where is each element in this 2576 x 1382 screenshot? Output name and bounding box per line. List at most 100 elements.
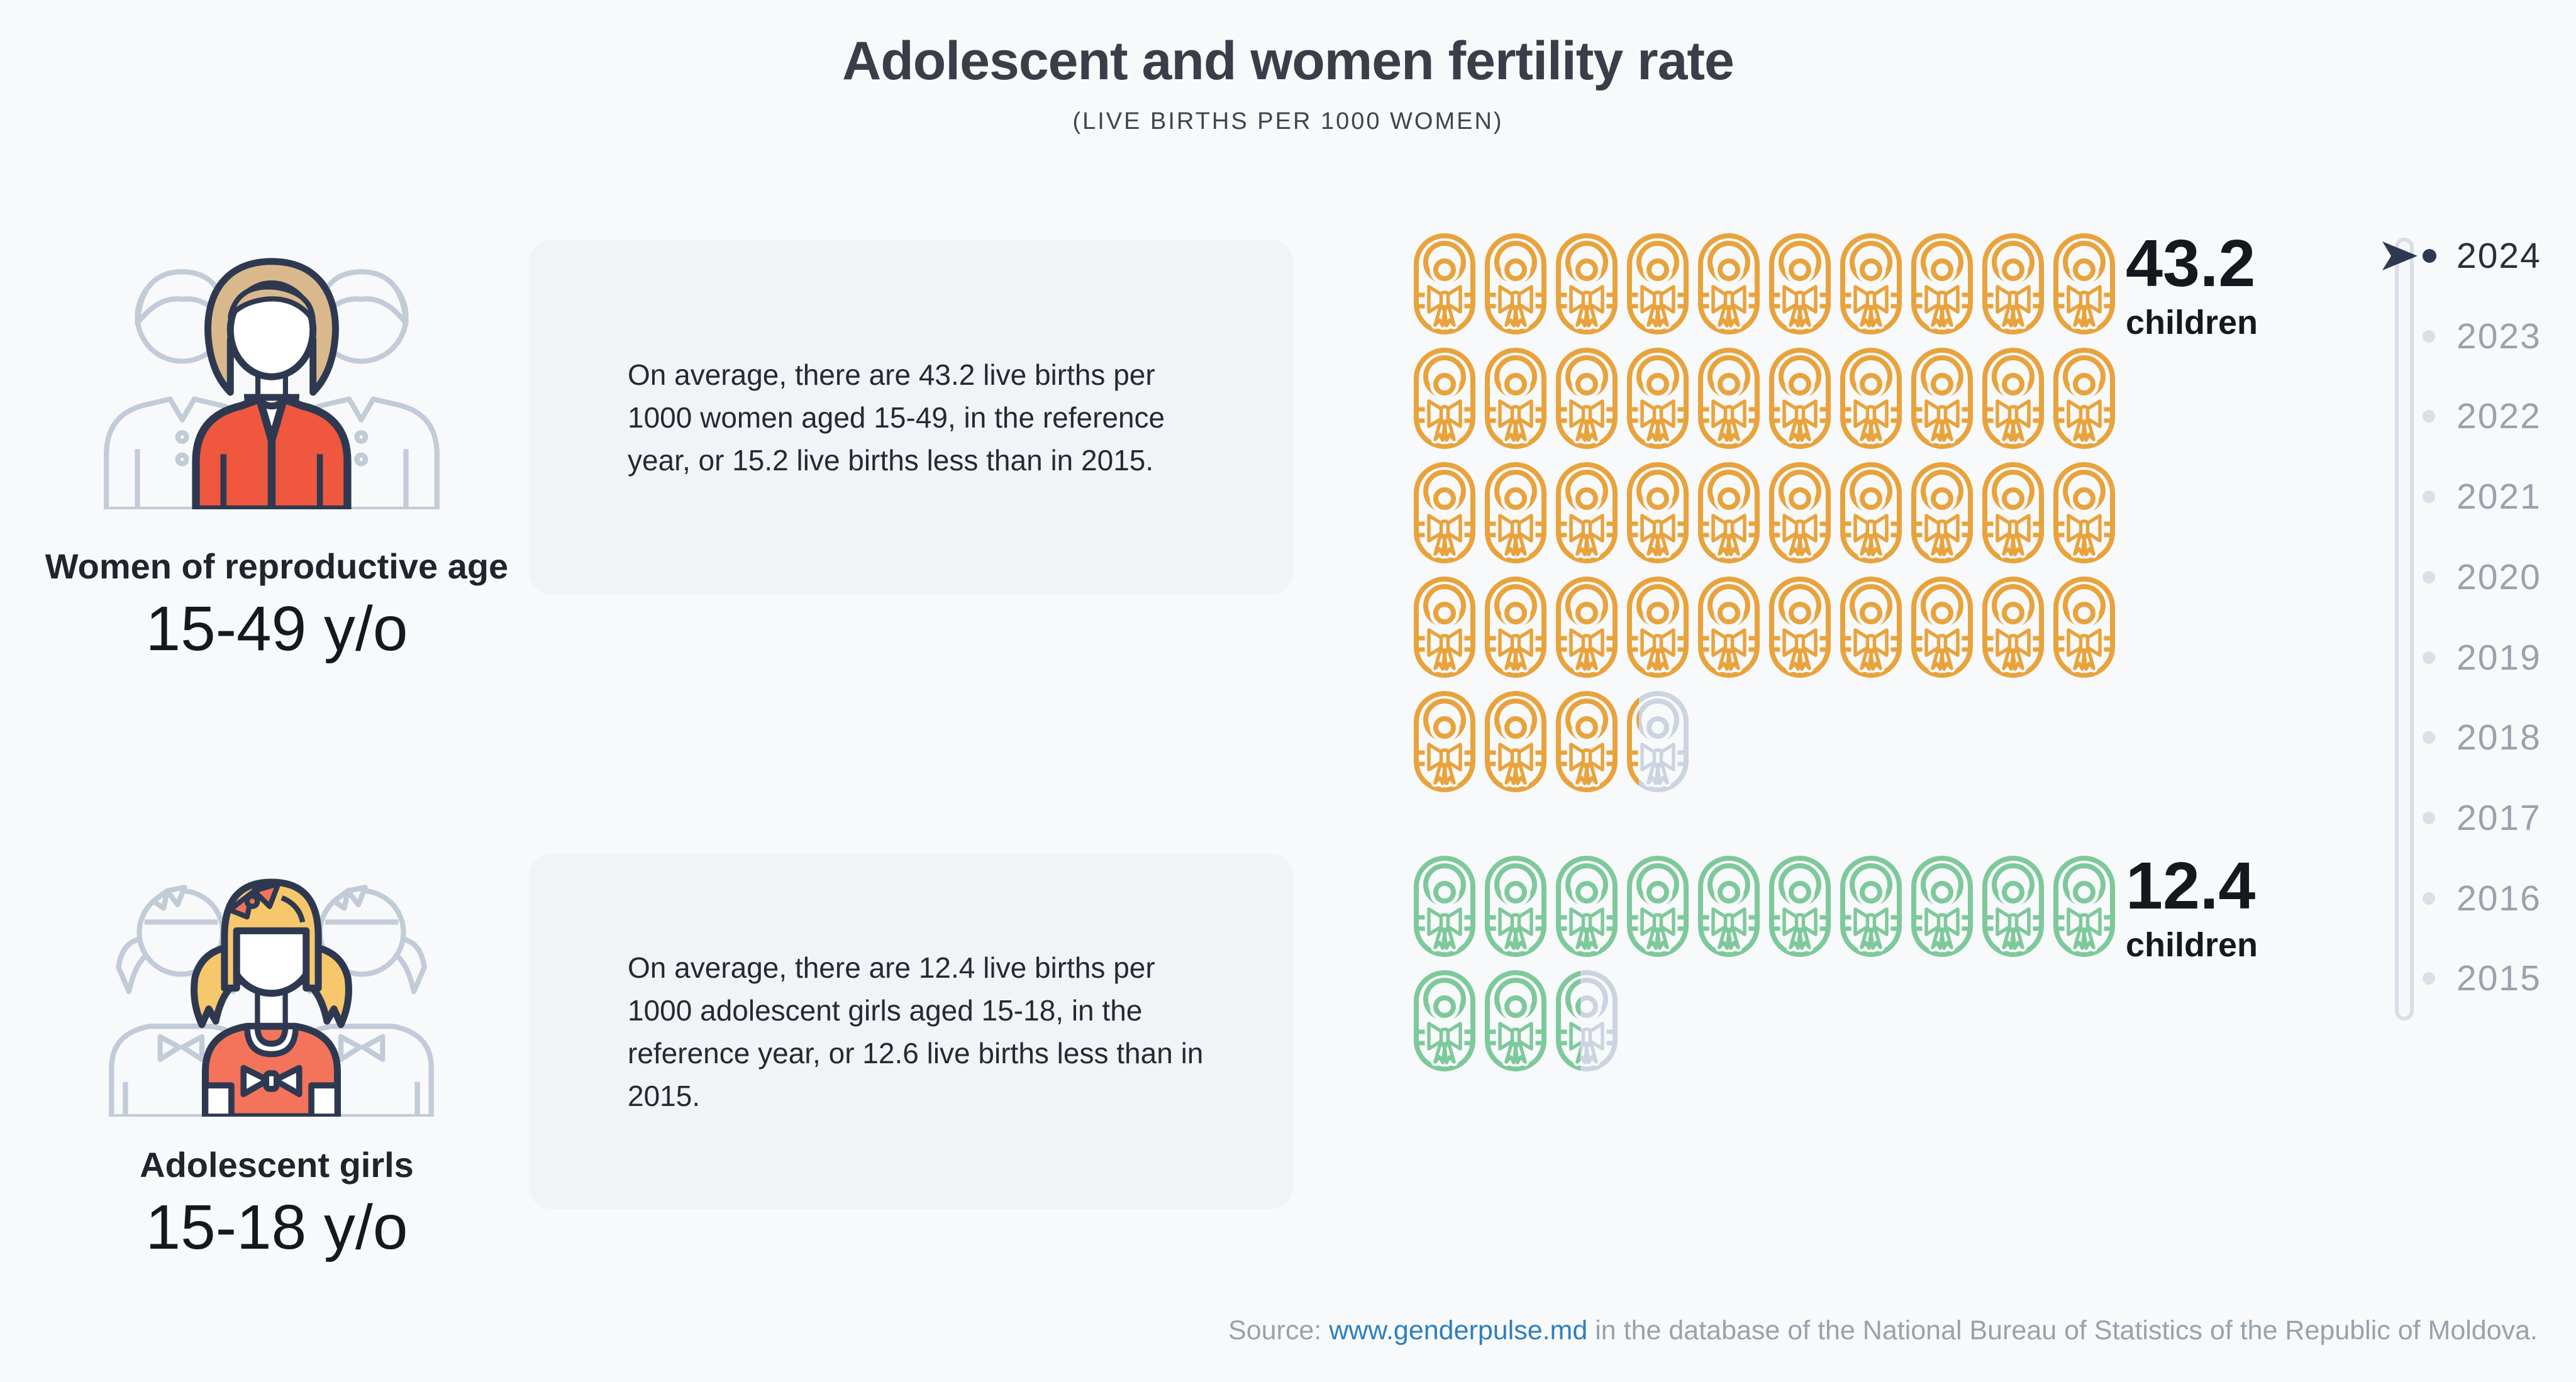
swaddled-baby-icon [1484,462,1547,564]
timeline-year-row[interactable]: 2020 [2377,556,2576,597]
year-timeline: 2024 2023 2022 2021 2020 2019 2018 2017 2016 2015 [2377,220,2576,1050]
swaddled-baby-icon [1982,855,2045,958]
timeline-year-label[interactable]: 2023 [2457,316,2541,357]
swaddled-baby-icon [1555,855,1618,958]
swaddled-baby-icon [1840,233,1902,335]
swaddled-baby-icon [1911,855,1974,958]
swaddled-baby-icon [1413,347,1476,450]
timeline-year-label[interactable]: 2017 [2457,797,2541,838]
swaddled-baby-icon [1768,576,1831,678]
page-title: Adolescent and women fertility rate [842,31,1735,91]
girls-caption: Adolescent girls 15-18 y/o [38,1144,516,1264]
partial-baby-icon [1626,690,1689,793]
girls-group-label: Adolescent girls [140,1145,414,1185]
swaddled-baby-icon [1413,855,1476,958]
partial-baby-icon [1555,970,1618,1072]
swaddled-baby-icon [1697,233,1760,335]
timeline-year-dot[interactable] [2423,892,2435,905]
swaddled-baby-icon [1626,576,1689,678]
swaddled-baby-icon [2053,347,2116,450]
girls-value-unit: children [2126,926,2258,965]
timeline-year-dot[interactable] [2423,249,2436,263]
swaddled-baby-icon [1484,855,1547,958]
timeline-year-label[interactable]: 2016 [2457,878,2541,919]
women-description-card: On average, there are 43.2 live births p… [529,240,1293,595]
timeline-year-row[interactable]: 2024 [2377,236,2576,276]
timeline-year-row[interactable]: 2023 [2377,316,2576,357]
swaddled-baby-icon [1413,690,1476,793]
women-group-icon [104,258,440,509]
timeline-year-dot[interactable] [2423,329,2435,343]
women-age-range: 15-49 y/o [145,594,408,664]
girls-value-number: 12.4 [2126,849,2256,923]
women-description-text: On average, there are 43.2 live births p… [628,358,1165,477]
timeline-year-label[interactable]: 2021 [2457,477,2541,517]
source-line: Source: www.genderpulse.md in the databa… [1228,1315,2538,1346]
swaddled-baby-icon [2053,233,2116,335]
swaddled-baby-icon [1626,233,1689,335]
swaddled-baby-icon [1626,462,1689,564]
swaddled-baby-icon [1697,462,1760,564]
girls-pictogram-grid [1413,855,2155,1072]
swaddled-baby-icon [1840,855,1902,958]
timeline-year-label[interactable]: 2018 [2457,717,2541,758]
swaddled-baby-icon [1911,233,1974,335]
swaddled-baby-icon [2053,855,2116,958]
women-value-unit: children [2126,304,2258,342]
swaddled-baby-icon [1840,347,1902,450]
timeline-year-row[interactable]: 2015 [2377,958,2576,999]
timeline-year-dot[interactable] [2423,811,2435,824]
swaddled-baby-icon [1697,855,1760,958]
swaddled-baby-icon [1697,576,1760,678]
timeline-year-dot[interactable] [2423,410,2435,423]
timeline-year-label[interactable]: 2019 [2457,637,2541,678]
women-caption: Women of reproductive age 15-49 y/o [38,546,516,665]
girls-age-range: 15-18 y/o [145,1192,408,1263]
swaddled-baby-icon [1768,233,1831,335]
swaddled-baby-icon [1911,576,1974,678]
swaddled-baby-icon [1555,462,1618,564]
timeline-year-dot[interactable] [2423,731,2435,744]
women-value-block: 43.2 children [2126,228,2258,342]
source-link[interactable]: www.genderpulse.md [1329,1315,1588,1346]
swaddled-baby-icon [1768,462,1831,564]
swaddled-baby-icon [1768,855,1831,958]
timeline-year-label[interactable]: 2022 [2457,396,2541,437]
swaddled-baby-icon [1484,347,1547,450]
swaddled-baby-icon [1982,462,2045,564]
timeline-year-dot[interactable] [2423,972,2435,985]
swaddled-baby-icon [1484,690,1547,793]
timeline-year-row[interactable]: 2018 [2377,717,2576,758]
timeline-year-row[interactable]: 2016 [2377,878,2576,919]
swaddled-baby-icon [1484,233,1547,335]
swaddled-baby-icon [1413,576,1476,678]
timeline-arrow-icon[interactable] [2381,240,2419,272]
swaddled-baby-icon [1555,233,1618,335]
timeline-year-label[interactable]: 2020 [2457,556,2541,597]
timeline-year-dot[interactable] [2423,651,2435,664]
timeline-year-row[interactable]: 2022 [2377,396,2576,437]
swaddled-baby-icon [1484,576,1547,678]
timeline-year-label[interactable]: 2024 [2457,236,2541,276]
swaddled-baby-icon [1555,690,1618,793]
source-prefix: Source: [1228,1315,1330,1346]
timeline-track[interactable] [2395,238,2414,1020]
swaddled-baby-icon [1413,233,1476,335]
timeline-year-row[interactable]: 2021 [2377,477,2576,517]
girls-group-icon [109,878,434,1117]
timeline-year-row[interactable]: 2019 [2377,637,2576,678]
swaddled-baby-icon [2053,576,2116,678]
timeline-year-dot[interactable] [2423,490,2435,504]
swaddled-baby-icon [1413,462,1476,564]
swaddled-baby-icon [2053,462,2116,564]
timeline-year-dot[interactable] [2423,570,2435,583]
timeline-year-label[interactable]: 2015 [2457,958,2541,999]
source-suffix: in the database of the National Bureau o… [1587,1315,2538,1346]
timeline-year-row[interactable]: 2017 [2377,797,2576,838]
swaddled-baby-icon [1697,347,1760,450]
swaddled-baby-icon [1982,576,2045,678]
swaddled-baby-icon [1840,576,1902,678]
swaddled-baby-icon [1982,233,2045,335]
women-pictogram-grid [1413,233,2155,793]
